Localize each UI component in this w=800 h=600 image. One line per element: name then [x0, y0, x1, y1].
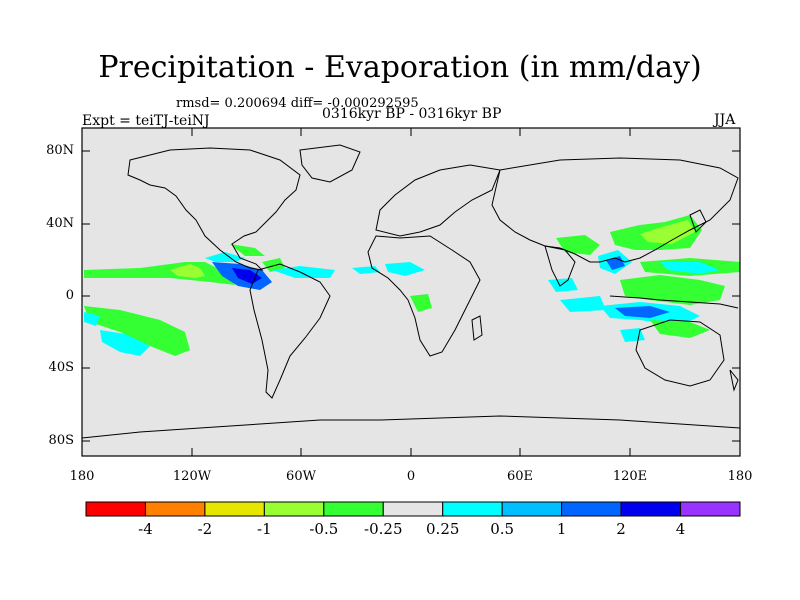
- coast-greenland: [299, 144, 361, 183]
- anomaly-fields: [84, 215, 740, 356]
- figure-title: Precipitation - Evaporation (in mm/day): [98, 50, 702, 85]
- colorbar-swatch: [204, 501, 265, 517]
- anomaly-cyan-caribbean: [205, 252, 245, 262]
- colorbar-label: -1: [257, 520, 272, 538]
- coast-europe: [375, 164, 501, 237]
- coast-australia: [635, 319, 725, 387]
- lon-label-180e: 180: [727, 469, 753, 484]
- period-label: 0316kyr BP - 0316kyr BP: [322, 106, 502, 122]
- anomaly-yellowgreen-pacific: [170, 264, 205, 278]
- anomaly-cyan-south-pacific-west: [84, 312, 100, 326]
- colorbar-label: -2: [197, 520, 213, 538]
- lon-label-180w: 180: [69, 469, 95, 484]
- lat-label-80n: 80N: [46, 143, 74, 158]
- colorbar-swatch: [501, 501, 563, 517]
- colorbar-label: -4: [138, 520, 153, 538]
- lat-label-40s: 40S: [48, 360, 74, 375]
- coast-india: [544, 245, 576, 287]
- lon-label-120e: 120E: [612, 469, 648, 484]
- colorbar: [85, 501, 741, 517]
- anomaly-blue-maritime: [615, 306, 670, 318]
- anomaly-cyan-arabian-sea: [548, 278, 578, 292]
- lon-label-60e: 60E: [506, 469, 534, 484]
- colorbar-swatch: [561, 501, 622, 517]
- anomaly-green-bay-of-bengal: [556, 235, 600, 255]
- anomaly-green-venezuela: [262, 258, 285, 272]
- anomaly-green-maritime: [620, 275, 725, 305]
- anomaly-green-congo: [410, 294, 432, 312]
- lat-label-0: 0: [65, 288, 74, 303]
- colorbar-label: -0.5: [309, 520, 339, 538]
- lon-label-120w: 120W: [172, 469, 212, 484]
- anomaly-cyan-atlantic-itcz: [272, 266, 335, 278]
- coast-south-america: [249, 263, 331, 399]
- anomaly-green-south-pacific: [84, 306, 190, 356]
- lat-label-40n: 40N: [46, 216, 74, 231]
- colorbar-swatch: [442, 501, 503, 517]
- colorbar-label: -0.25: [364, 520, 403, 538]
- lon-label-0: 0: [406, 469, 416, 484]
- anomaly-cyan-africa-sahel: [385, 262, 425, 276]
- lat-label-80s: 80S: [48, 433, 74, 448]
- axis-ticks: [81, 128, 741, 456]
- lon-label-60w: 60W: [286, 469, 316, 484]
- anomaly-green-australia-north: [650, 320, 710, 338]
- coast-antarctica: [81, 415, 741, 439]
- coast-indonesia: [609, 295, 739, 309]
- colorbar-swatch: [263, 501, 325, 517]
- colorbar-swatch: [680, 501, 741, 517]
- anomaly-cyan-africa-west: [352, 266, 380, 274]
- stats-label: rmsd= 0.200694 diff= -0.000292595: [176, 96, 419, 111]
- colorbar-label: 1: [556, 520, 567, 538]
- experiment-label: Expt = teiTJ-teiNJ: [82, 113, 210, 129]
- colorbar-swatch: [323, 501, 384, 517]
- colorbar-label: 4: [675, 520, 686, 538]
- coast-asia: [491, 157, 739, 263]
- coast-madagascar: [471, 315, 483, 341]
- anomaly-yellowgreen-west-pacific: [640, 220, 695, 244]
- anomaly-cyan-south-pacific: [100, 330, 150, 356]
- anomaly-green-caribbean: [230, 244, 265, 256]
- coast-north-america: [127, 147, 301, 271]
- colorbar-swatch: [382, 501, 444, 517]
- colorbar-label: 0.25: [426, 520, 460, 538]
- coast-africa: [367, 235, 481, 357]
- colorbar-swatch: [85, 501, 146, 517]
- coastlines: [81, 144, 741, 439]
- colorbar-label: 0.5: [490, 520, 515, 538]
- anomaly-cyan-south-india: [560, 296, 606, 312]
- coast-japan: [689, 209, 707, 233]
- coast-new-zealand: [729, 369, 739, 392]
- season-label: JJA: [714, 112, 736, 128]
- colorbar-swatch: [144, 501, 206, 517]
- anomaly-cyan-philippines: [660, 262, 720, 274]
- colorbar-swatch: [620, 501, 682, 517]
- colorbar-label: 2: [616, 520, 626, 538]
